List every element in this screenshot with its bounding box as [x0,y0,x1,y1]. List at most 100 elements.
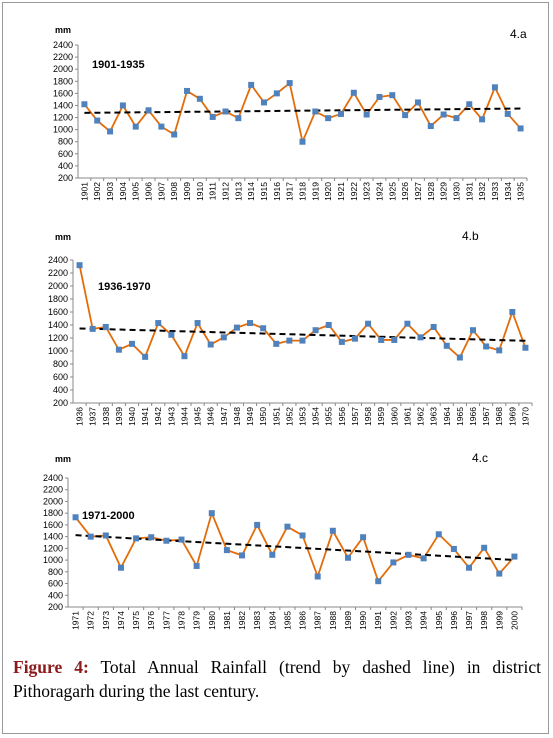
x-tick-label: 1928 [426,182,436,201]
x-tick-label: 1926 [400,182,410,201]
marker [196,95,203,102]
x-tick-label: 1997 [464,611,474,630]
x-tick-label: 1956 [337,407,347,426]
marker [181,353,188,360]
marker [168,331,175,338]
x-tick-label: 1922 [349,182,359,201]
marker [273,340,280,347]
marker [158,123,165,130]
x-tick-label: 1976 [146,611,156,630]
marker [89,325,96,332]
marker [312,327,319,334]
x-tick-label: 1996 [449,611,459,630]
marker [430,323,437,330]
x-tick-label: 1980 [207,611,217,630]
marker [155,320,162,327]
x-tick-label: 1946 [206,407,216,426]
y-tick-label: 2000 [53,64,73,74]
x-tick-label: 1950 [258,407,268,426]
x-tick-label: 1981 [222,611,232,630]
caption: Figure 4: Total Annual Rainfall (trend b… [13,655,541,703]
marker [450,545,457,552]
x-tick-label: 1936 [75,407,85,426]
marker [102,323,109,330]
x-tick-label: 1978 [177,611,187,630]
marker [496,570,503,577]
marker [440,111,447,118]
marker [129,340,136,347]
marker [312,108,319,115]
y-tick-label: 2000 [43,496,63,506]
y-tick-label: 1000 [53,125,73,135]
marker [260,325,267,332]
x-tick-label: 1909 [182,182,192,201]
marker [378,336,385,343]
marker [107,128,114,135]
x-tick-label: 1925 [387,182,397,201]
marker [481,544,488,551]
x-tick-label: 1979 [192,611,202,630]
marker [148,534,155,541]
marker [517,125,524,132]
marker [338,338,345,345]
x-tick-label: 1935 [516,182,526,201]
marker [193,562,200,569]
marker [466,564,473,571]
y-unit: mm [55,454,71,464]
trend-line [84,107,521,114]
x-tick-label: 1906 [144,182,154,201]
marker [261,99,268,106]
marker [522,344,529,351]
y-tick-label: 400 [58,161,73,171]
x-tick-label: 1954 [311,407,321,426]
y-tick-label: 800 [53,359,68,369]
x-tick-label: 1932 [477,182,487,201]
x-tick-label: 1972 [86,611,96,630]
y-tick-label: 2200 [53,52,73,62]
y-tick-label: 200 [48,602,63,612]
panel-label: 4.b [462,229,479,243]
y-tick-label: 2400 [43,473,63,483]
marker [420,555,427,562]
marker [466,101,473,108]
marker [314,573,321,580]
marker [208,510,215,517]
marker [117,564,124,571]
x-tick-label: 1937 [88,407,98,426]
x-tick-label: 1962 [416,407,426,426]
marker [248,81,255,88]
x-tick-label: 1913 [233,182,243,201]
marker [171,131,178,138]
marker [350,89,357,96]
x-tick-label: 1930 [451,182,461,201]
x-tick-label: 1974 [116,611,126,630]
y-tick-label: 2000 [48,281,68,291]
marker [178,536,185,543]
marker [235,115,242,122]
x-tick-label: 1915 [259,182,269,201]
marker [504,110,511,117]
x-tick-label: 1917 [285,182,295,201]
x-tick-label: 1940 [127,407,137,426]
x-tick-label: 1963 [429,407,439,426]
charts: 2004006008001000120014001600180020002200… [43,25,533,630]
marker [299,337,306,344]
x-tick-label: 1914 [246,182,256,201]
x-tick-label: 1961 [402,407,412,426]
x-tick-label: 1924 [374,182,384,201]
marker [87,533,94,540]
x-tick-label: 1993 [404,611,414,630]
x-tick-label: 1921 [336,182,346,201]
marker [119,102,126,109]
x-tick-label: 1973 [101,611,111,630]
y-tick-label: 1400 [48,320,68,330]
marker [133,535,140,542]
x-tick-label: 1912 [221,182,231,201]
marker [402,112,409,119]
marker [163,537,170,544]
x-tick-label: 1964 [442,407,452,426]
marker [337,110,344,117]
x-tick-label: 1983 [252,611,262,630]
